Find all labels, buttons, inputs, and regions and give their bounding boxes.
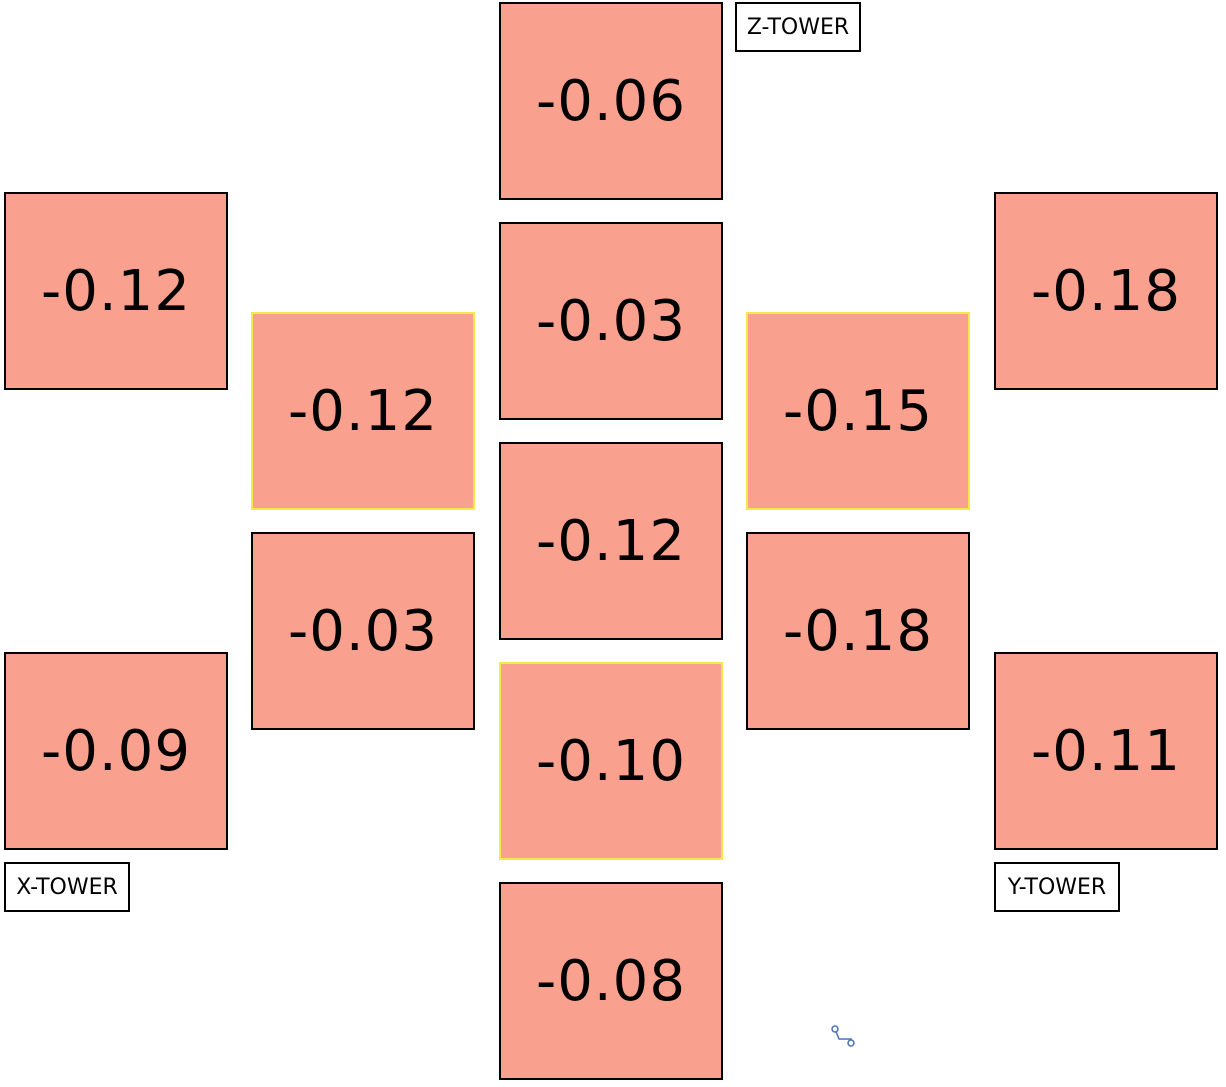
value-tile-center-1[interactable]: -0.06 <box>499 2 723 200</box>
tile-value: -0.15 <box>783 378 933 444</box>
value-tile-center-3[interactable]: -0.12 <box>499 442 723 640</box>
value-tile-inner-left-2[interactable]: -0.03 <box>251 532 475 730</box>
tile-value: -0.03 <box>536 288 686 354</box>
value-tile-outer-right-2[interactable]: -0.11 <box>994 652 1218 850</box>
value-tile-inner-right-1[interactable]: -0.15 <box>746 312 970 510</box>
z-tower-label[interactable]: Z-TOWER <box>735 2 861 52</box>
value-tile-outer-left-1[interactable]: -0.12 <box>4 192 228 390</box>
tile-value: -0.12 <box>288 378 438 444</box>
value-tile-outer-left-2[interactable]: -0.09 <box>4 652 228 850</box>
connector-handle-icon[interactable] <box>830 1025 856 1047</box>
y-tower-label[interactable]: Y-TOWER <box>994 862 1120 912</box>
value-tile-inner-left-1[interactable]: -0.12 <box>251 312 475 510</box>
value-tile-center-5[interactable]: -0.08 <box>499 882 723 1080</box>
tile-value: -0.18 <box>783 598 933 664</box>
tile-value: -0.11 <box>1031 718 1181 784</box>
tile-value: -0.12 <box>536 508 686 574</box>
value-tile-center-2[interactable]: -0.03 <box>499 222 723 420</box>
tile-value: -0.12 <box>41 258 191 324</box>
value-tile-inner-right-2[interactable]: -0.18 <box>746 532 970 730</box>
value-tile-center-4[interactable]: -0.10 <box>499 662 723 860</box>
tile-value: -0.09 <box>41 718 191 784</box>
tile-value: -0.06 <box>536 68 686 134</box>
x-tower-label[interactable]: X-TOWER <box>4 862 130 912</box>
tile-value: -0.03 <box>288 598 438 664</box>
tile-value: -0.10 <box>536 728 686 794</box>
tile-value: -0.18 <box>1031 258 1181 324</box>
value-tile-outer-right-1[interactable]: -0.18 <box>994 192 1218 390</box>
tile-value: -0.08 <box>536 948 686 1014</box>
